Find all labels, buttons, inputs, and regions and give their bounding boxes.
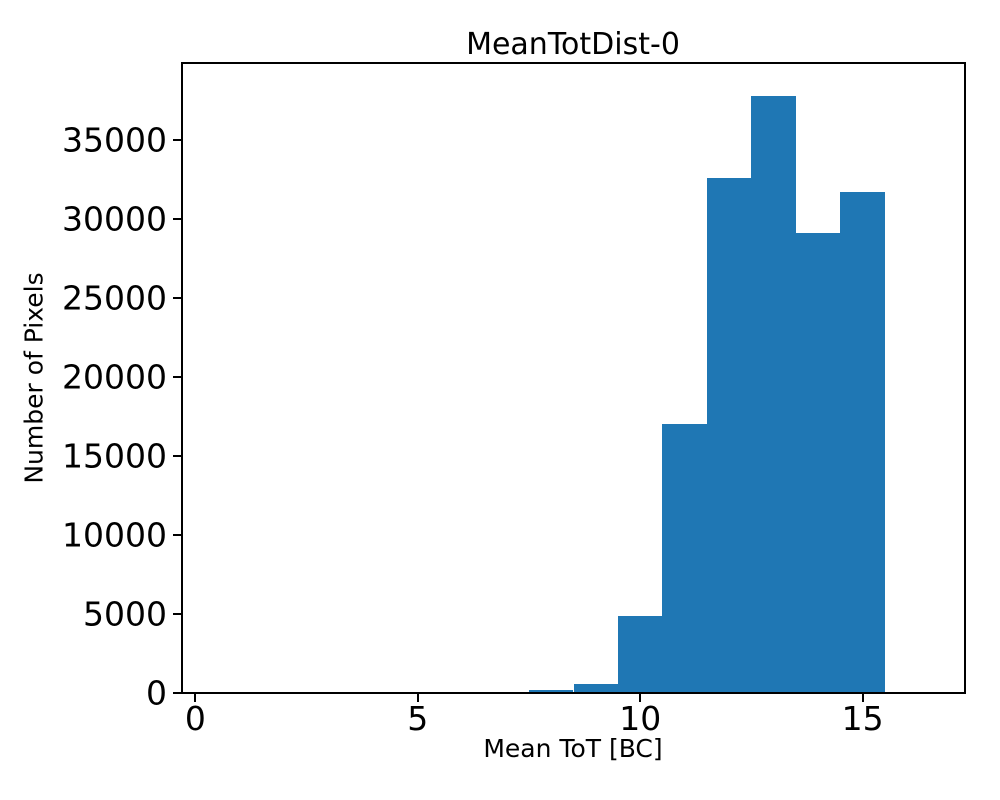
y-tick-mark: [173, 297, 181, 300]
y-tick-mark: [173, 455, 181, 458]
y-tick-label: 5000: [83, 594, 167, 634]
y-tick-label: 20000: [62, 357, 167, 397]
x-tick-label: 15: [841, 699, 884, 738]
histogram-bar: [617, 616, 663, 692]
y-tick-mark: [173, 139, 181, 142]
y-tick-mark: [173, 218, 181, 221]
x-tick-mark: [194, 694, 197, 702]
y-tick-mark: [173, 613, 181, 616]
histogram-bar: [840, 192, 885, 692]
histogram-bar: [662, 423, 707, 692]
x-axis-label: Mean ToT [BC]: [483, 734, 663, 763]
y-tick-label: 30000: [62, 199, 167, 239]
histogram-bar: [529, 689, 574, 692]
x-tick-mark: [861, 694, 864, 702]
x-tick-mark: [416, 694, 419, 702]
y-tick-mark: [173, 376, 181, 379]
y-tick-label: 25000: [62, 278, 167, 318]
y-tick-mark: [173, 692, 181, 694]
y-tick-label: 10000: [62, 515, 167, 555]
y-axis-label: Number of Pixels: [19, 272, 49, 484]
y-tick-mark: [173, 534, 181, 537]
x-tick-label: 10: [619, 699, 662, 738]
x-tick-label: 0: [184, 699, 206, 738]
y-tick-label: 15000: [62, 436, 167, 476]
histogram-bar: [751, 96, 796, 692]
x-tick-mark: [639, 694, 642, 702]
y-tick-label: 0: [146, 673, 167, 713]
histogram-bar: [573, 684, 618, 692]
chart-title: MeanTotDist-0: [466, 27, 680, 62]
histogram-bar: [706, 178, 752, 692]
y-tick-label: 35000: [62, 120, 167, 160]
x-tick-label: 5: [407, 699, 429, 738]
histogram-bar: [795, 232, 841, 692]
